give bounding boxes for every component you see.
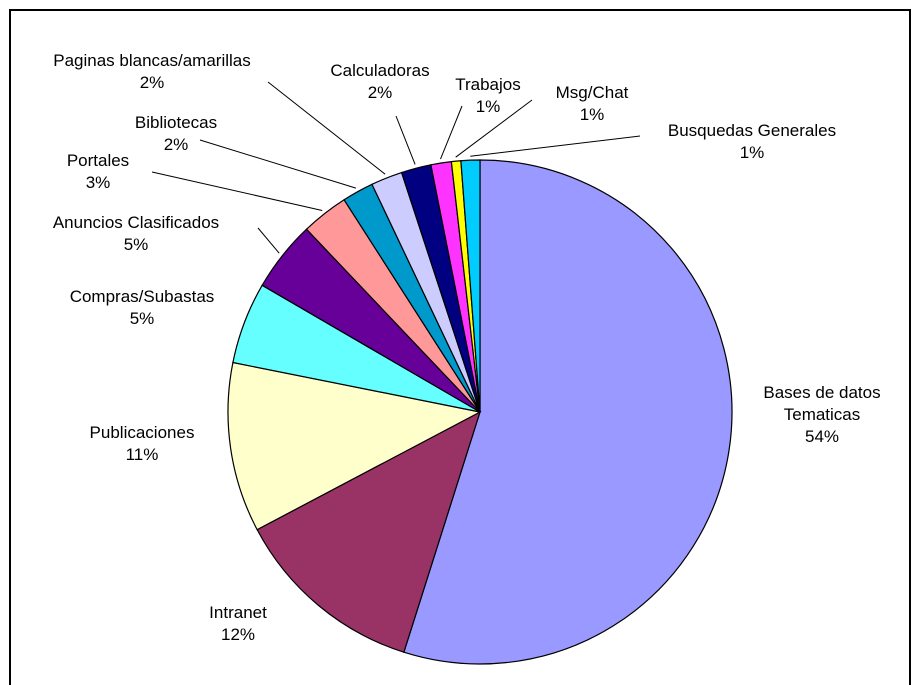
slice-label-4: Anuncios Clasificados [53,213,219,232]
slice-label-8: Calculadoras [330,61,429,80]
leader-line-10 [455,99,533,158]
slice-percent-10: 1% [580,105,605,124]
slice-label-10: Msg/Chat [556,83,629,102]
pie-slice-11 [460,159,481,413]
slice-percent-5: 3% [86,173,111,192]
slice-percent-7: 2% [140,73,165,92]
pie-slice-0 [403,159,733,665]
leader-line-7 [267,81,386,175]
slice-percent-9: 1% [476,97,501,116]
slice-label-7: Paginas blancas/amarillas [53,51,251,70]
pie-slice-2 [227,361,482,531]
slice-percent-6: 2% [164,135,189,154]
pie-slices [227,159,733,665]
slice-label-3: Compras/Subastas [70,287,215,306]
slice-percent-1: 12% [221,625,255,644]
slice-label-5: Portales [67,151,129,170]
slice-label-11: Busquedas Generales [668,121,836,140]
leader-line-8 [395,115,416,165]
slice-percent-4: 5% [124,235,149,254]
slice-label-0: Tematicas [784,405,861,424]
slice-label-6: Bibliotecas [135,113,217,132]
leader-line-5 [151,171,323,211]
slice-label-2: Publicaciones [90,423,195,442]
chart-frame [9,9,911,685]
slice-percent-2: 11% [126,445,159,464]
slice-label-9: Trabajos [455,75,521,94]
leader-line-11 [470,135,641,157]
slice-label-1: Intranet [209,603,267,622]
slice-percent-0: 54% [805,427,839,446]
leader-line-6 [199,139,357,189]
pie-slice-1 [256,410,482,653]
leader-line-9 [440,105,463,160]
slice-percent-8: 2% [368,83,393,102]
pie-labels: Bases de datos Tematicas 54% Intranet 12% Pub… [53,51,881,644]
slice-percent-3: 5% [130,309,155,328]
leader-line-4 [257,227,280,254]
slice-label-0: Bases de datos [763,383,880,402]
slice-percent-11: 1% [740,143,765,162]
